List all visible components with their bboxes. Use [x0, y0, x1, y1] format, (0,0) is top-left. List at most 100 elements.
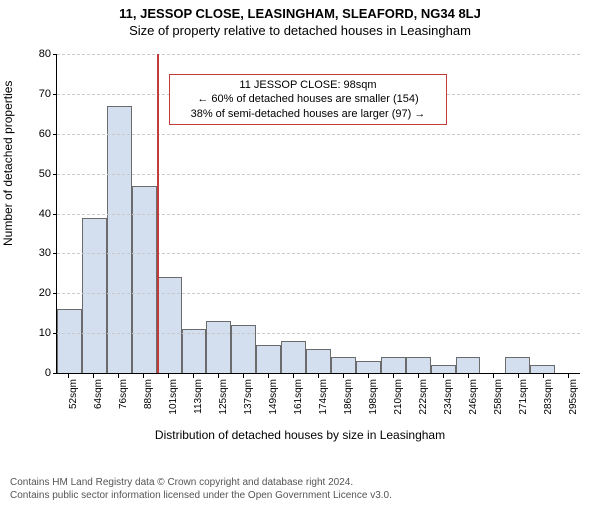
x-tick-label: 234sqm: [443, 379, 454, 415]
credits-line2: Contains public sector information licen…: [10, 490, 392, 503]
histogram-bar: [381, 357, 406, 373]
x-tick-label: 246sqm: [468, 379, 479, 415]
x-tick-label: 88sqm: [143, 379, 154, 409]
x-tick: 222sqm: [405, 374, 430, 424]
y-tick-label: 60: [39, 128, 57, 140]
y-tick-label: 70: [39, 88, 57, 100]
x-tick-label: 76sqm: [118, 379, 129, 409]
x-tick-label: 137sqm: [243, 379, 254, 415]
x-tick-mark: [368, 374, 369, 378]
x-tick: 186sqm: [330, 374, 355, 424]
histogram-bar: [57, 309, 82, 373]
y-tick-label: 10: [39, 327, 57, 339]
x-tick-mark: [143, 374, 144, 378]
histogram-bar: [82, 218, 107, 374]
x-tick: 137sqm: [231, 374, 256, 424]
x-tick-mark: [118, 374, 119, 378]
gridline: [57, 54, 580, 55]
x-tick-label: 161sqm: [293, 379, 304, 415]
x-tick: 101sqm: [156, 374, 181, 424]
annotation-line: 11 JESSOP CLOSE: 98sqm: [176, 78, 440, 92]
histogram-bar: [505, 357, 530, 373]
x-tick-mark: [168, 374, 169, 378]
x-tick-mark: [68, 374, 69, 378]
x-tick-mark: [568, 374, 569, 378]
x-tick: 246sqm: [455, 374, 480, 424]
x-tick: 210sqm: [380, 374, 405, 424]
x-tick-label: 222sqm: [418, 379, 429, 415]
histogram-bar: [281, 341, 306, 373]
x-tick-mark: [93, 374, 94, 378]
x-tick-mark: [218, 374, 219, 378]
x-tick: 52sqm: [56, 374, 81, 424]
gridline: [57, 214, 580, 215]
histogram-bar: [530, 365, 555, 373]
x-tick-mark: [293, 374, 294, 378]
histogram-chart: Number of detached properties 0102030405…: [0, 46, 600, 446]
page-subtitle: Size of property relative to detached ho…: [0, 23, 600, 38]
x-tick-mark: [393, 374, 394, 378]
x-tick: 88sqm: [131, 374, 156, 424]
x-tick-label: 295sqm: [568, 379, 579, 415]
x-tick-mark: [318, 374, 319, 378]
x-tick-label: 149sqm: [268, 379, 279, 415]
annotation-box: 11 JESSOP CLOSE: 98sqm← 60% of detached …: [169, 74, 447, 125]
x-axis-label: Distribution of detached houses by size …: [0, 428, 600, 442]
x-tick: 258sqm: [480, 374, 505, 424]
gridline: [57, 134, 580, 135]
x-tick-label: 125sqm: [218, 379, 229, 415]
x-tick-label: 113sqm: [193, 379, 204, 414]
x-tick-label: 52sqm: [68, 379, 79, 409]
gridline: [57, 253, 580, 254]
x-tick: 271sqm: [505, 374, 530, 424]
x-tick-mark: [418, 374, 419, 378]
histogram-bar: [256, 345, 281, 373]
histogram-bar: [406, 357, 431, 373]
y-tick-label: 20: [39, 287, 57, 299]
histogram-bar: [431, 365, 456, 373]
x-tick-mark: [343, 374, 344, 378]
reference-line: [157, 54, 159, 373]
plot-area: 0102030405060708011 JESSOP CLOSE: 98sqm←…: [56, 54, 580, 374]
histogram-bar: [456, 357, 481, 373]
page-title-address: 11, JESSOP CLOSE, LEASINGHAM, SLEAFORD, …: [0, 6, 600, 21]
x-tick-mark: [543, 374, 544, 378]
gridline: [57, 333, 580, 334]
annotation-line: ← 60% of detached houses are smaller (15…: [176, 92, 440, 106]
x-tick: 198sqm: [355, 374, 380, 424]
x-tick-mark: [493, 374, 494, 378]
x-tick-label: 210sqm: [393, 379, 404, 415]
histogram-bar: [182, 329, 207, 373]
histogram-bar: [356, 361, 381, 373]
y-tick-label: 30: [39, 247, 57, 259]
x-ticks: 52sqm64sqm 76sqm 88sqm 101sqm 113sqm 125sqm 13…: [56, 374, 580, 424]
x-tick-mark: [443, 374, 444, 378]
x-tick-mark: [193, 374, 194, 378]
y-axis-label: Number of detached properties: [1, 81, 15, 246]
x-tick: 64sqm: [81, 374, 106, 424]
gridline: [57, 174, 580, 175]
credits-line1: Contains HM Land Registry data © Crown c…: [10, 477, 392, 490]
x-tick-mark: [243, 374, 244, 378]
x-tick: 174sqm: [306, 374, 331, 424]
x-tick: 295sqm: [555, 374, 580, 424]
x-tick-label: 198sqm: [368, 379, 379, 415]
y-tick-label: 50: [39, 168, 57, 180]
x-tick: 149sqm: [256, 374, 281, 424]
x-tick-label: 271sqm: [518, 379, 529, 415]
annotation-line: 38% of semi-detached houses are larger (…: [176, 107, 440, 121]
x-tick-label: 186sqm: [343, 379, 354, 415]
x-tick: 76sqm: [106, 374, 131, 424]
gridline: [57, 293, 580, 294]
x-tick-label: 101sqm: [168, 379, 179, 415]
histogram-bar: [206, 321, 231, 373]
x-tick: 234sqm: [430, 374, 455, 424]
x-tick: 125sqm: [206, 374, 231, 424]
y-tick-label: 80: [39, 48, 57, 60]
x-tick-mark: [268, 374, 269, 378]
x-tick-label: 174sqm: [318, 379, 329, 415]
histogram-bar: [157, 277, 182, 373]
histogram-bar: [331, 357, 356, 373]
x-tick: 113sqm: [181, 374, 206, 424]
x-tick-label: 258sqm: [493, 379, 504, 415]
